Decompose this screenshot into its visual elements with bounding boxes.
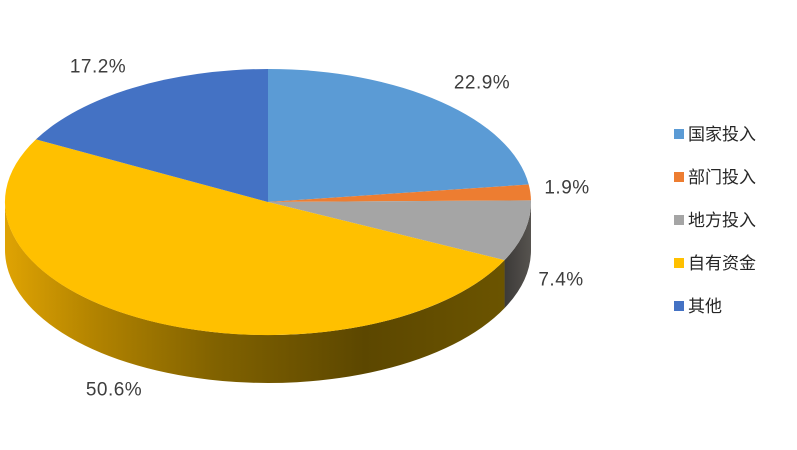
legend-item-0[interactable]: 国家投入 [674,124,756,144]
legend-swatch-icon [674,258,684,268]
pie-slice-side-3 [5,202,505,383]
pie-slice-3[interactable] [4,139,505,336]
legend-label: 地方投入 [688,210,756,230]
legend-label: 其他 [688,296,722,316]
legend-item-1[interactable]: 部门投入 [674,167,756,187]
pie-slice-2[interactable] [268,200,532,261]
legend-swatch-icon [674,215,684,225]
legend-label: 自有资金 [688,253,756,273]
legend-label: 部门投入 [688,167,756,187]
legend-label: 国家投入 [688,124,756,144]
pie-slice-4[interactable] [35,69,269,202]
legend-item-4[interactable]: 其他 [674,296,756,316]
pie-slice-0[interactable] [268,69,529,202]
legend-swatch-icon [674,172,684,182]
chart-legend: 国家投入部门投入地方投入自有资金其他 [674,124,756,316]
pie-slice-side-2 [504,202,531,309]
legend-item-2[interactable]: 地方投入 [674,210,756,230]
legend-item-3[interactable]: 自有资金 [674,253,756,273]
legend-swatch-icon [674,129,684,139]
legend-swatch-icon [674,301,684,311]
pie-slice-1[interactable] [268,184,531,203]
